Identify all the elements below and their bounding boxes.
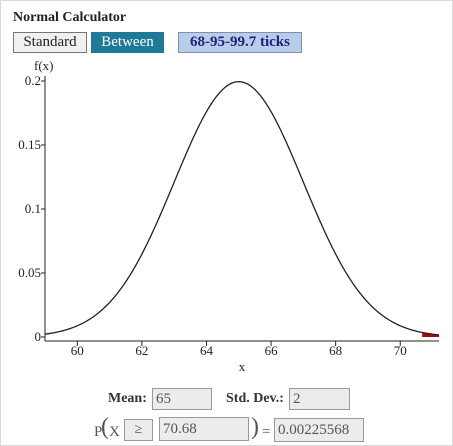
x-tick-label: 70 — [394, 343, 407, 358]
y-tick-label: 0.1 — [25, 201, 41, 216]
sd-input[interactable] — [289, 388, 350, 410]
result-output — [274, 418, 364, 442]
open-paren: ( — [101, 414, 109, 440]
density-curve — [44, 81, 440, 336]
standard-button[interactable]: Standard — [13, 32, 87, 53]
mean-label: Mean: — [108, 391, 147, 406]
x-tick-label: 64 — [200, 343, 214, 358]
x-value-input[interactable] — [159, 417, 249, 441]
app-title: Normal Calculator — [13, 10, 127, 25]
x-tick-label: 62 — [135, 343, 148, 358]
x-tick-label: 66 — [265, 343, 279, 358]
variable-label: X — [109, 424, 120, 440]
y-axis-label: f(x) — [34, 58, 54, 73]
y-tick-label: 0.15 — [18, 137, 41, 152]
x-tick-label: 60 — [71, 343, 84, 358]
x-axis-label: x — [239, 359, 246, 374]
x-tick-label: 68 — [329, 343, 342, 358]
ticks-button[interactable]: 68-95-99.7 ticks — [178, 32, 302, 53]
y-tick-label: 0 — [35, 329, 42, 344]
probability-label: P — [94, 424, 103, 440]
equals-sign: = — [262, 424, 271, 440]
between-button[interactable]: Between — [91, 32, 164, 53]
y-tick-label: 0.05 — [18, 265, 41, 280]
close-paren: ) — [251, 414, 259, 440]
y-tick-label: 0.2 — [25, 73, 41, 88]
mean-input[interactable] — [152, 388, 212, 410]
operator-select[interactable]: ≥ — [124, 419, 153, 441]
sd-label: Std. Dev.: — [226, 391, 284, 406]
